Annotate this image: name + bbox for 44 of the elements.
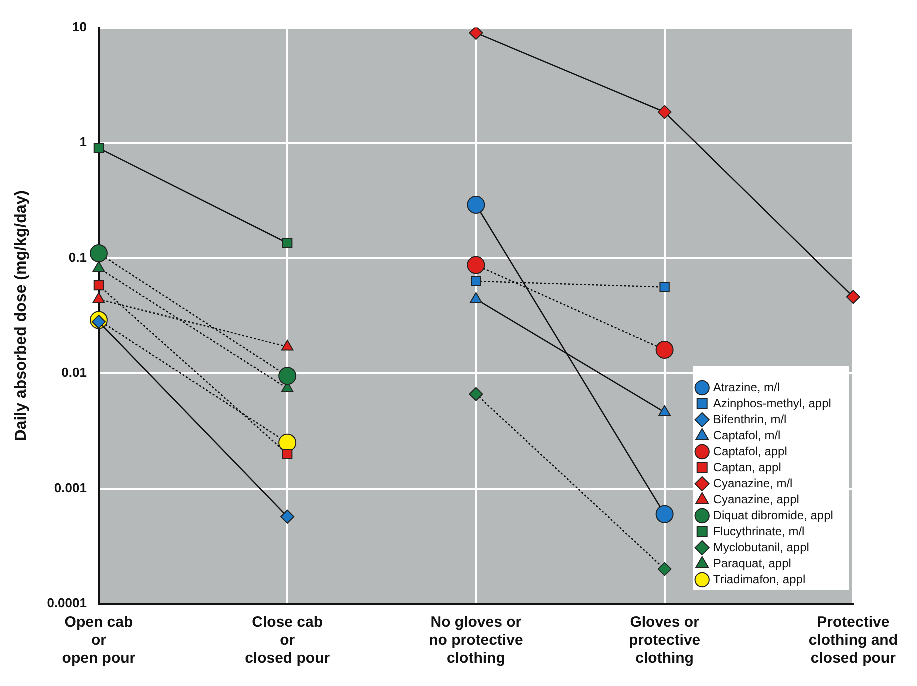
point	[471, 276, 482, 286]
point	[467, 256, 486, 274]
point	[282, 238, 293, 248]
legend-label: Captan, appl	[713, 460, 782, 474]
point	[282, 448, 293, 460]
point	[94, 280, 104, 291]
y-tick-label: 0.0001	[47, 596, 87, 611]
point	[94, 143, 104, 154]
legend-label: Azinphos-methyl, appl	[713, 396, 832, 410]
y-tick-label: 10	[72, 19, 87, 34]
legend-label: Cyanazine, m/l	[713, 476, 793, 490]
point	[658, 562, 672, 576]
legend-label: Atrazine, m/l	[713, 380, 780, 394]
point	[660, 282, 670, 292]
x-tick-label: Close cab or closed pour	[245, 614, 330, 668]
point	[656, 340, 674, 359]
x-tick-label: Open cab or open pour	[62, 614, 136, 668]
legend-label: Cyanazine, appl	[713, 492, 800, 506]
y-tick-label: 0.001	[54, 480, 87, 496]
point	[467, 196, 486, 214]
y-axis-title: Daily absorbed dose (mg/kg/day)	[13, 190, 30, 442]
y-tick-label: 0.1	[68, 250, 87, 265]
point	[278, 434, 297, 452]
legend-label: Captafol, appl	[713, 444, 788, 458]
legend-label: Flucythrinate, m/l	[713, 524, 805, 538]
point	[469, 387, 484, 402]
legend-label: Myclobutanil, appl	[713, 540, 810, 554]
legend-label: Diquat dibromide, appl	[713, 508, 834, 522]
point	[278, 367, 297, 386]
legend-label: Triadimafon, appl	[713, 572, 806, 586]
point	[469, 28, 484, 40]
y-tick-label: 1	[80, 134, 87, 150]
legend-label: Captafol, m/l	[713, 428, 781, 442]
point	[846, 290, 860, 304]
point	[280, 510, 295, 524]
y-tick-label: 0.01	[62, 365, 87, 380]
point	[656, 505, 674, 524]
legend-label: Paraquat, appl	[713, 556, 792, 570]
x-tick-label: No gloves or no protective clothing	[429, 614, 524, 668]
point	[658, 105, 672, 120]
x-tick-label: Protective clothing and closed pour	[808, 614, 898, 668]
point	[90, 244, 108, 263]
legend-label: Bifenthrin, m/l	[713, 412, 787, 426]
x-tick-label: Gloves or protective clothing	[628, 614, 701, 668]
